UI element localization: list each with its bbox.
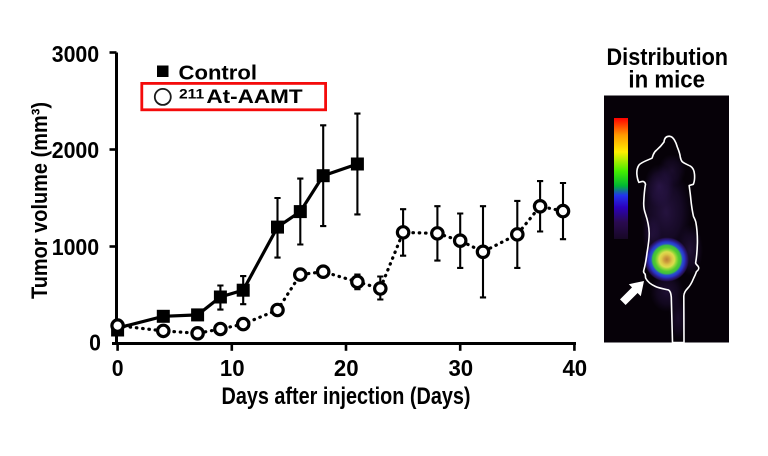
svg-text:Distribution: Distribution — [607, 44, 729, 71]
svg-text:At-AAMT: At-AAMT — [206, 87, 303, 108]
svg-text:40: 40 — [562, 355, 587, 381]
svg-text:1000: 1000 — [52, 234, 100, 260]
svg-text:Control: Control — [179, 62, 258, 84]
svg-text:0: 0 — [89, 330, 101, 356]
svg-text:0: 0 — [112, 355, 124, 381]
svg-text:3000: 3000 — [52, 41, 100, 67]
svg-text:in mice: in mice — [628, 66, 705, 93]
svg-text:Tumor volume (mm³): Tumor volume (mm³) — [27, 102, 52, 299]
svg-text:Days after injection (Days): Days after injection (Days) — [222, 383, 471, 410]
svg-text:30: 30 — [448, 355, 473, 381]
svg-text:2000: 2000 — [52, 137, 100, 163]
svg-text:211: 211 — [179, 86, 204, 102]
svg-text:20: 20 — [334, 355, 359, 381]
svg-text:10: 10 — [220, 355, 245, 381]
